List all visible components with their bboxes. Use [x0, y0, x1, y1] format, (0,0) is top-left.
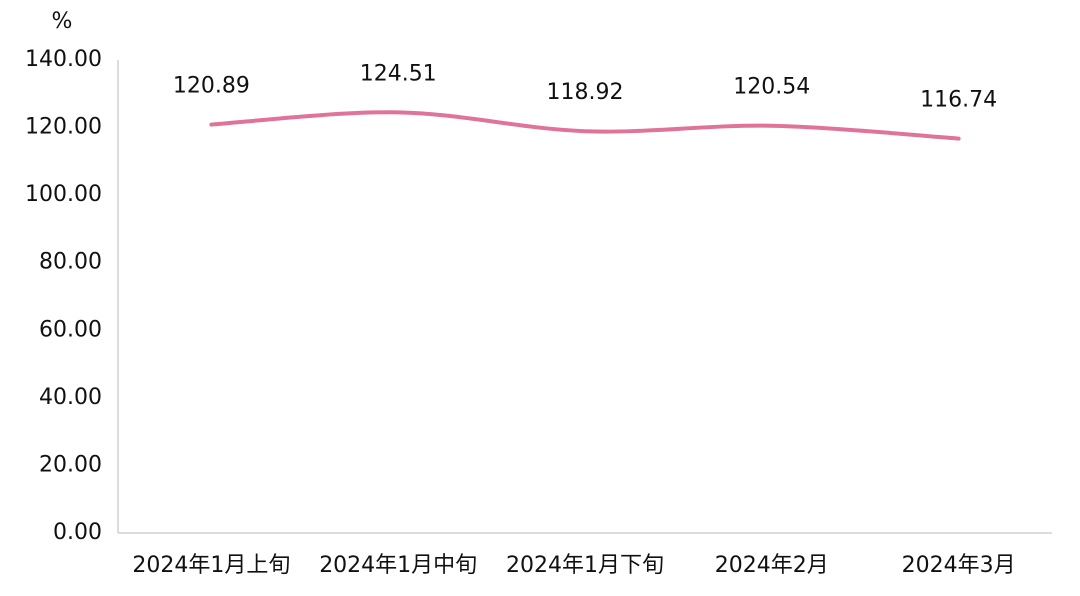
y-tick-label: 20.00 — [39, 452, 102, 477]
y-tick-label: 120.00 — [25, 115, 102, 140]
y-unit: % — [52, 9, 73, 34]
data-label: 116.74 — [920, 88, 997, 113]
x-tick-label: 2024年3月 — [902, 553, 1016, 578]
y-tick-label: 40.00 — [39, 385, 102, 410]
x-tick-label: 2024年1月上旬 — [132, 553, 290, 578]
y-tick-label: 80.00 — [39, 250, 102, 275]
x-tick-label: 2024年1月下旬 — [506, 553, 664, 578]
line — [209, 110, 961, 141]
x-tick-label: 2024年2月 — [715, 553, 829, 578]
y-tick-label: 100.00 — [25, 182, 102, 207]
x-tick-label: 2024年1月中旬 — [319, 553, 477, 578]
y-tick-label: 140.00 — [25, 47, 102, 72]
data-label: 120.89 — [173, 74, 250, 99]
y-tick-label: 60.00 — [39, 317, 102, 342]
data-label: 118.92 — [547, 80, 624, 105]
y-tick-label: 0.00 — [53, 520, 102, 545]
data-label: 120.54 — [733, 75, 810, 100]
data-label: 124.51 — [360, 61, 437, 86]
